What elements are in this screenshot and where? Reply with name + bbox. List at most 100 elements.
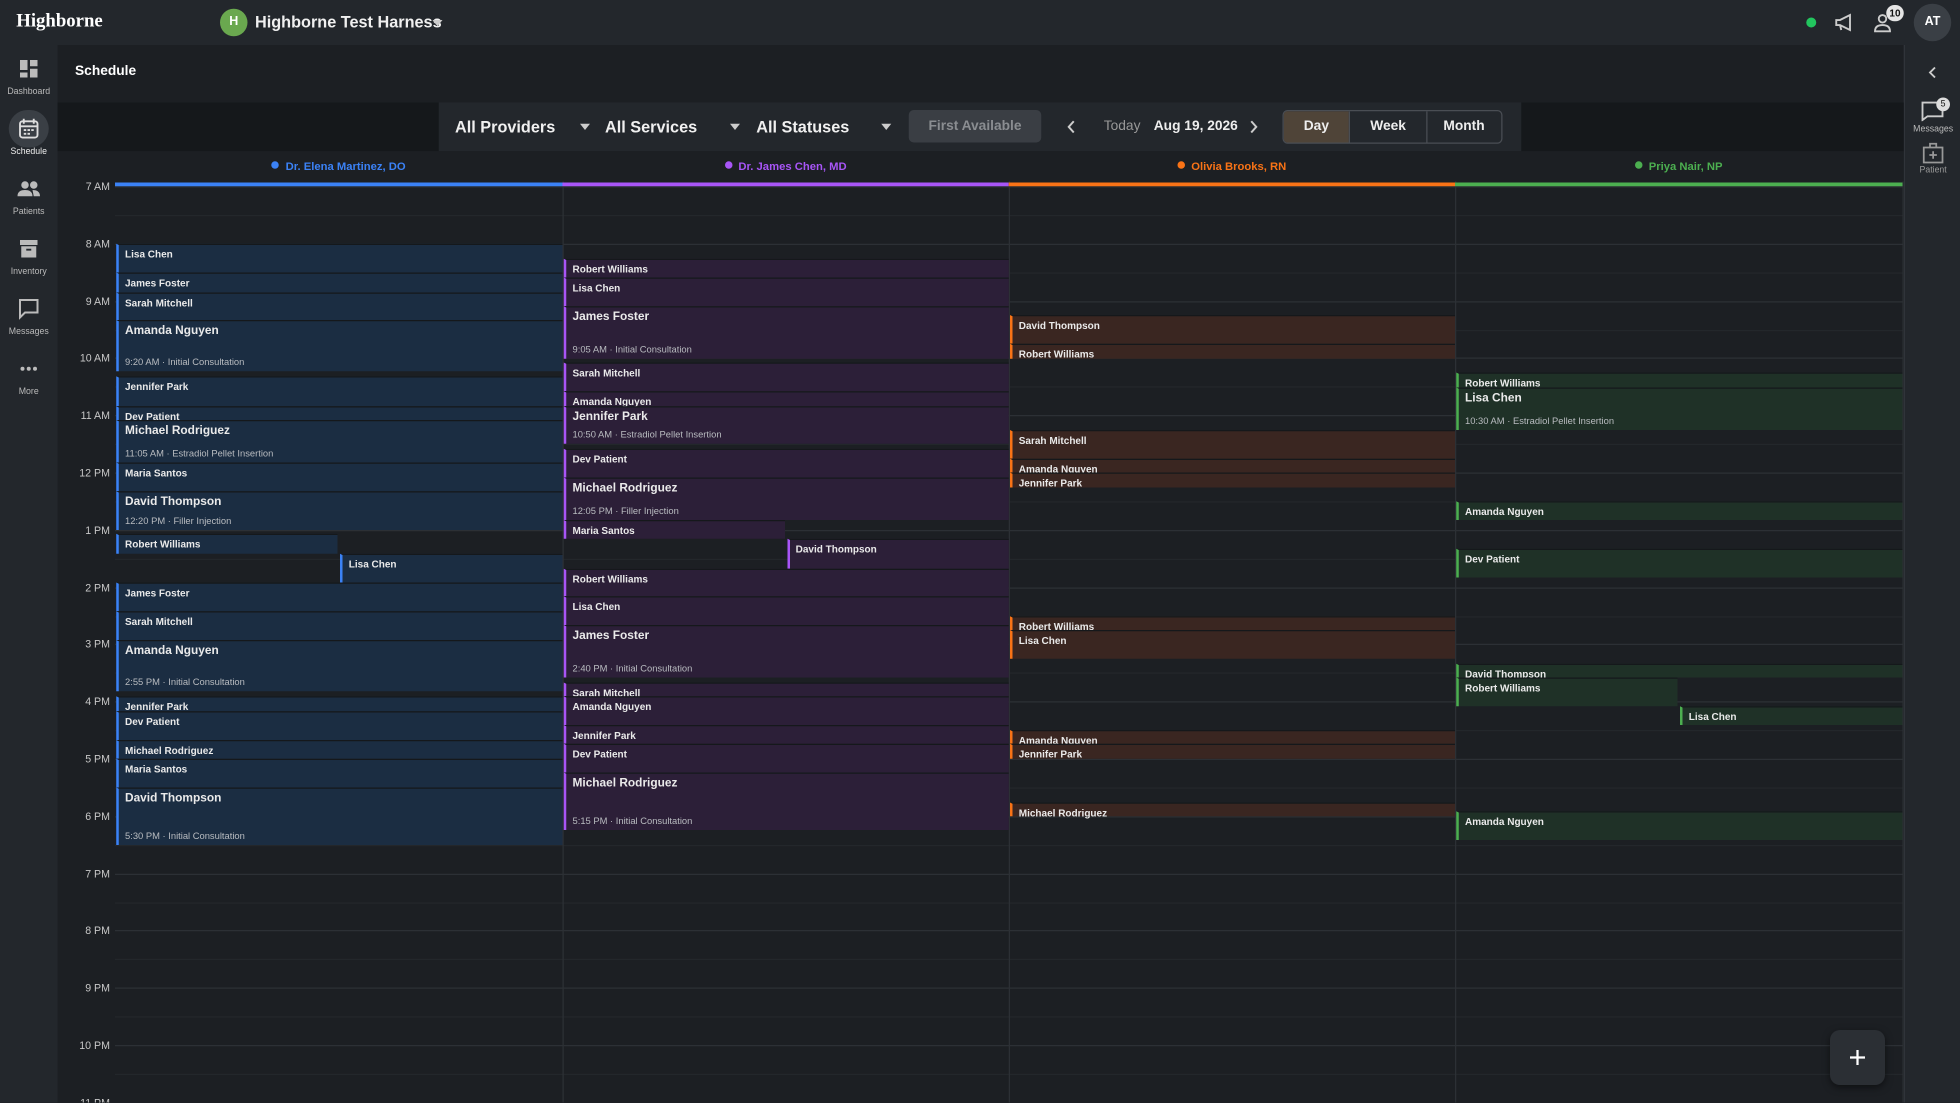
appointment[interactable]: David Thompson 12:20 PM · Filler Injectio… bbox=[116, 491, 563, 530]
appointment[interactable]: Robert Williams bbox=[563, 568, 1009, 597]
nav-label[interactable]: Messages bbox=[8, 327, 49, 337]
appointment[interactable]: James Foster bbox=[116, 272, 563, 293]
appointment[interactable]: Robert Williams bbox=[1010, 343, 1455, 360]
appointment[interactable]: Michael Rodriguez 12:05 PM · Filler Injec… bbox=[563, 477, 1009, 520]
nav-icon[interactable] bbox=[18, 118, 41, 141]
appointment[interactable]: Lisa Chen bbox=[116, 243, 563, 273]
appointment[interactable]: Michael Rodriguez bbox=[1010, 802, 1455, 819]
patient-name: Robert Williams bbox=[1465, 682, 1541, 694]
appointment[interactable]: James Foster 9:05 AM · Initial Consultati… bbox=[563, 306, 1009, 359]
today-button[interactable]: Today bbox=[1103, 118, 1141, 134]
appointment[interactable]: Amanda Nguyen bbox=[1010, 458, 1455, 475]
appointment[interactable]: David Thompson bbox=[786, 538, 1009, 569]
appointment[interactable]: James Foster bbox=[116, 582, 563, 612]
appointment[interactable]: Maria Santos bbox=[563, 520, 785, 539]
appointment[interactable]: Lisa Chen bbox=[563, 596, 1009, 625]
messages-label[interactable]: Messages bbox=[1913, 125, 1954, 134]
appointment[interactable]: Amanda Nguyen bbox=[563, 696, 1009, 725]
next-button[interactable] bbox=[1249, 120, 1259, 134]
caret[interactable] bbox=[580, 123, 590, 130]
appointment[interactable]: Amanda Nguyen bbox=[1010, 730, 1455, 746]
nav-label[interactable]: Dashboard bbox=[7, 87, 51, 97]
appointment[interactable]: Jennifer Park bbox=[116, 376, 563, 407]
collapse-chevron[interactable] bbox=[1926, 66, 1939, 79]
appointment[interactable]: Jennifer Park bbox=[563, 725, 1009, 744]
appointment[interactable]: Maria Santos bbox=[116, 758, 563, 788]
appointment-detail: 10:50 AM · Estradiol Pellet Insertion bbox=[572, 428, 722, 440]
caret[interactable] bbox=[881, 123, 892, 130]
workspace-avatar[interactable]: H bbox=[220, 8, 248, 37]
appointment[interactable]: Robert Williams bbox=[1010, 616, 1455, 633]
nav-label[interactable]: More bbox=[18, 387, 39, 397]
appointment[interactable]: Sarah Mitchell bbox=[1010, 430, 1455, 459]
appointment[interactable]: David Thompson bbox=[1010, 315, 1455, 344]
appointment[interactable]: Jennifer Park bbox=[1010, 743, 1455, 760]
patient-name: Amanda Nguyen bbox=[1465, 816, 1544, 828]
appointment[interactable]: Sarah Mitchell bbox=[563, 362, 1009, 392]
view-button[interactable]: Week bbox=[1348, 111, 1426, 143]
appointment[interactable]: Michael Rodriguez bbox=[116, 740, 563, 759]
appointment[interactable]: Dev Patient bbox=[116, 711, 563, 740]
appointment[interactable]: Amanda Nguyen bbox=[1456, 501, 1903, 520]
workspace-name[interactable]: Highborne Test Harness bbox=[255, 12, 442, 32]
status-filter[interactable]: All Statuses bbox=[756, 117, 850, 137]
nav-label[interactable]: Patients bbox=[12, 207, 45, 217]
appointment[interactable]: Sarah Mitchell bbox=[116, 292, 563, 320]
appointment[interactable]: Lisa Chen bbox=[563, 277, 1009, 307]
caret[interactable] bbox=[730, 123, 740, 130]
workspace-caret[interactable] bbox=[432, 20, 443, 27]
view-button[interactable]: Day bbox=[1283, 111, 1349, 143]
appointment[interactable]: Amanda Nguyen bbox=[1456, 811, 1903, 840]
appointment[interactable]: Amanda Nguyen 2:55 PM · Initial Consultat… bbox=[116, 640, 563, 692]
appointment[interactable]: Sarah Mitchell bbox=[563, 682, 1009, 699]
provider-dot bbox=[1634, 161, 1643, 169]
appointment[interactable]: James Foster 2:40 PM · Initial Consultati… bbox=[563, 625, 1009, 678]
appointment[interactable]: Dev Patient bbox=[563, 743, 1009, 773]
patient-icon[interactable] bbox=[1922, 142, 1944, 164]
appointment[interactable]: Maria Santos bbox=[116, 462, 563, 492]
appointment[interactable]: Dev Patient bbox=[116, 406, 563, 423]
nav-label[interactable]: Schedule bbox=[10, 147, 47, 157]
appointment[interactable]: Robert Williams bbox=[1456, 677, 1678, 707]
announcement-icon[interactable] bbox=[1834, 13, 1855, 33]
patient-label[interactable]: Patient bbox=[1919, 166, 1947, 175]
nav-icon[interactable] bbox=[17, 178, 41, 201]
patient-name: David Thompson bbox=[125, 791, 222, 805]
appointment[interactable]: Robert Williams bbox=[116, 533, 338, 554]
nav-label[interactable]: Inventory bbox=[10, 267, 47, 277]
appointment[interactable]: Jennifer Park 10:50 AM · Estradiol Pellet… bbox=[563, 406, 1009, 444]
appointment[interactable]: David Thompson bbox=[1456, 663, 1903, 680]
appointment[interactable]: Robert Williams bbox=[563, 258, 1009, 278]
appointment[interactable]: Sarah Mitchell bbox=[116, 611, 563, 640]
appointment[interactable]: Jennifer Park bbox=[1010, 472, 1455, 489]
provider-filter[interactable]: All Providers bbox=[455, 117, 556, 137]
nav-icon[interactable] bbox=[18, 58, 41, 81]
appointment[interactable]: Amanda Nguyen 9:20 AM · Initial Consultat… bbox=[116, 320, 563, 372]
appointment[interactable]: Lisa Chen bbox=[1010, 630, 1455, 659]
user-avatar[interactable]: AT bbox=[1913, 3, 1952, 42]
patient-name: Amanda Nguyen bbox=[1018, 463, 1098, 475]
appointment[interactable]: Dev Patient bbox=[563, 448, 1009, 478]
add-button[interactable] bbox=[1830, 1030, 1885, 1085]
appointment[interactable]: Amanda Nguyen bbox=[563, 391, 1009, 408]
appointment[interactable]: Michael Rodriguez 11:05 AM · Estradiol Pe… bbox=[116, 420, 563, 463]
appointment[interactable]: David Thompson 5:30 PM · Initial Consulta… bbox=[116, 787, 563, 845]
view-button[interactable]: Month bbox=[1425, 111, 1501, 143]
provider-name: Dr. James Chen, MD bbox=[738, 160, 847, 173]
appointment[interactable]: Dev Patient bbox=[1456, 548, 1903, 578]
first-available-button[interactable]: First Available bbox=[908, 110, 1042, 143]
nav-icon[interactable] bbox=[18, 358, 41, 381]
appointment[interactable]: Lisa Chen bbox=[340, 553, 563, 583]
appointment[interactable]: Jennifer Park bbox=[116, 696, 563, 713]
appointment[interactable]: Lisa Chen 10:30 AM · Estradiol Pellet Ins… bbox=[1456, 387, 1903, 430]
nav-icon[interactable] bbox=[18, 298, 41, 321]
right-sidebar: 5 Messages Patient bbox=[1903, 45, 1960, 1103]
users-icon[interactable] bbox=[1874, 13, 1897, 33]
service-filter[interactable]: All Services bbox=[605, 117, 698, 137]
appointment[interactable]: Lisa Chen bbox=[1680, 706, 1903, 725]
appointment[interactable]: Michael Rodriguez 5:15 PM · Initial Consu… bbox=[563, 772, 1009, 830]
appointment[interactable]: Robert Williams bbox=[1456, 372, 1903, 389]
nav-icon[interactable] bbox=[18, 238, 41, 261]
patient-name: Amanda Nguyen bbox=[125, 643, 219, 658]
prev-button[interactable] bbox=[1066, 120, 1076, 134]
